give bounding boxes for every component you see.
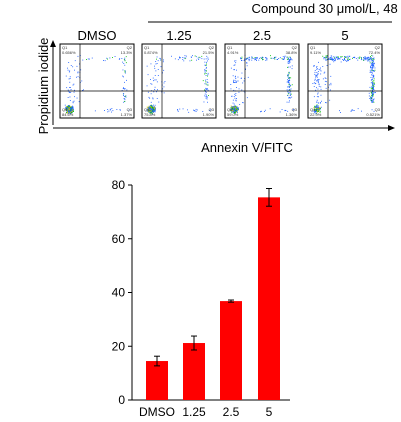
y-tick-label: 20 bbox=[112, 339, 126, 353]
flow-cell-events bbox=[64, 55, 130, 115]
flow-panel-label: 2.5 bbox=[253, 28, 271, 43]
quadrant-q2-value: 72.4% bbox=[369, 50, 381, 55]
quadrant-q2-name: Q2 bbox=[209, 45, 215, 50]
quadrant-q1-value: 9.11% bbox=[310, 50, 321, 55]
x-tick-label: 1.25 bbox=[182, 405, 206, 419]
quadrant-q2-value: 13.3% bbox=[121, 50, 133, 55]
bar bbox=[258, 197, 280, 400]
quadrant-q2-value: 38.8% bbox=[286, 50, 298, 55]
flow-panels: DMSOQ10.656%Q213.3%Q484.6%Q31.37%1.25Q10… bbox=[59, 28, 383, 119]
quadrant-q3-value: 1.90% bbox=[203, 112, 215, 117]
quadrant-q1-name: Q1 bbox=[227, 45, 233, 50]
quadrant-q2-name: Q2 bbox=[127, 45, 133, 50]
quadrant-q2-name: Q2 bbox=[292, 45, 298, 50]
quadrant-q3-name: Q3 bbox=[209, 107, 215, 112]
quadrant-q1-name: Q1 bbox=[62, 45, 68, 50]
quadrant-q3-value: 1.37% bbox=[121, 112, 133, 117]
quadrant-q1-name: Q1 bbox=[310, 45, 316, 50]
quadrant-q1-value: 0.656% bbox=[62, 50, 76, 55]
quadrant-q3-name: Q3 bbox=[292, 107, 298, 112]
quadrant-q3-name: Q3 bbox=[127, 107, 133, 112]
bar bbox=[183, 343, 205, 400]
flow-cell-events bbox=[230, 54, 295, 114]
bar bbox=[146, 361, 168, 400]
y-tick-label: 0 bbox=[118, 393, 125, 407]
quadrant-q4-value: 84.6% bbox=[62, 112, 74, 117]
x-tick-label: DMSO bbox=[139, 405, 175, 419]
x-tick-label: 2.5 bbox=[223, 405, 240, 419]
quadrant-q4-name: Q4 bbox=[310, 107, 316, 112]
quadrant-q1-value: 4.91% bbox=[227, 50, 239, 55]
flow-plot-frame bbox=[59, 43, 135, 119]
quadrant-q4-name: Q4 bbox=[62, 107, 68, 112]
quadrant-q3-value: 1.36% bbox=[286, 112, 298, 117]
bar bbox=[220, 301, 242, 400]
flow-plot-frame bbox=[307, 43, 383, 119]
quadrant-q4-name: Q4 bbox=[144, 107, 150, 112]
flow-panel-label: 1.25 bbox=[166, 28, 191, 43]
y-tick-label: 40 bbox=[112, 286, 126, 300]
flow-cell-events bbox=[146, 55, 212, 115]
treatment-header: Compound 30 μmol/L, 48 h bbox=[251, 1, 401, 16]
flow-plot-frame bbox=[224, 43, 300, 119]
quadrant-q2-value: 21.5% bbox=[203, 50, 215, 55]
flow-panel-label: 5 bbox=[341, 28, 348, 43]
quadrant-q1-value: 0.874% bbox=[144, 50, 158, 55]
flow-x-arrowhead bbox=[388, 125, 395, 131]
quadrant-q3-value: 0.521% bbox=[366, 112, 380, 117]
y-tick-label: 60 bbox=[112, 232, 126, 246]
quadrant-q2-name: Q2 bbox=[375, 45, 381, 50]
flow-y-arrowhead bbox=[50, 40, 56, 47]
bar-chart: 0 20 40 60 80 DMSO 1.25 2.5 5 bbox=[112, 178, 290, 419]
quadrant-q4-name: Q4 bbox=[227, 107, 233, 112]
y-tick-label: 80 bbox=[112, 178, 126, 192]
quadrant-q4-value: 22.9% bbox=[310, 112, 322, 117]
quadrant-q4-value: 75.8% bbox=[144, 112, 156, 117]
flow-x-label: Annexin V/FITC bbox=[201, 140, 293, 155]
flow-panel-label: DMSO bbox=[78, 28, 117, 43]
quadrant-q1-name: Q1 bbox=[144, 45, 150, 50]
x-tick-label: 5 bbox=[266, 405, 273, 419]
flow-y-label: Propidium iodide bbox=[36, 38, 51, 135]
flow-cell-events bbox=[312, 54, 376, 114]
quadrant-q3-name: Q3 bbox=[375, 107, 381, 112]
quadrant-q4-value: 59.0% bbox=[227, 112, 239, 117]
